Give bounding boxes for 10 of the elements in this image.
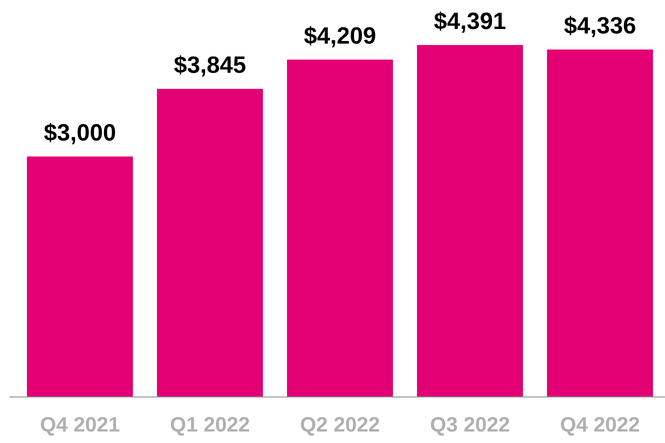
x-tick-label: Q4 2022 <box>560 416 640 436</box>
x-tick-label: Q4 2021 <box>40 416 120 436</box>
x-tick-label: Q1 2022 <box>170 416 250 436</box>
data-label: $4,391 <box>434 12 506 33</box>
data-label: $4,336 <box>564 16 636 38</box>
data-label: $3,845 <box>174 55 246 76</box>
x-tick-label: Q3 2022 <box>430 416 510 436</box>
x-tick-label: Q2 2022 <box>300 416 380 436</box>
data-label: $3,000 <box>44 123 116 144</box>
data-label: $4,209 <box>304 26 376 48</box>
